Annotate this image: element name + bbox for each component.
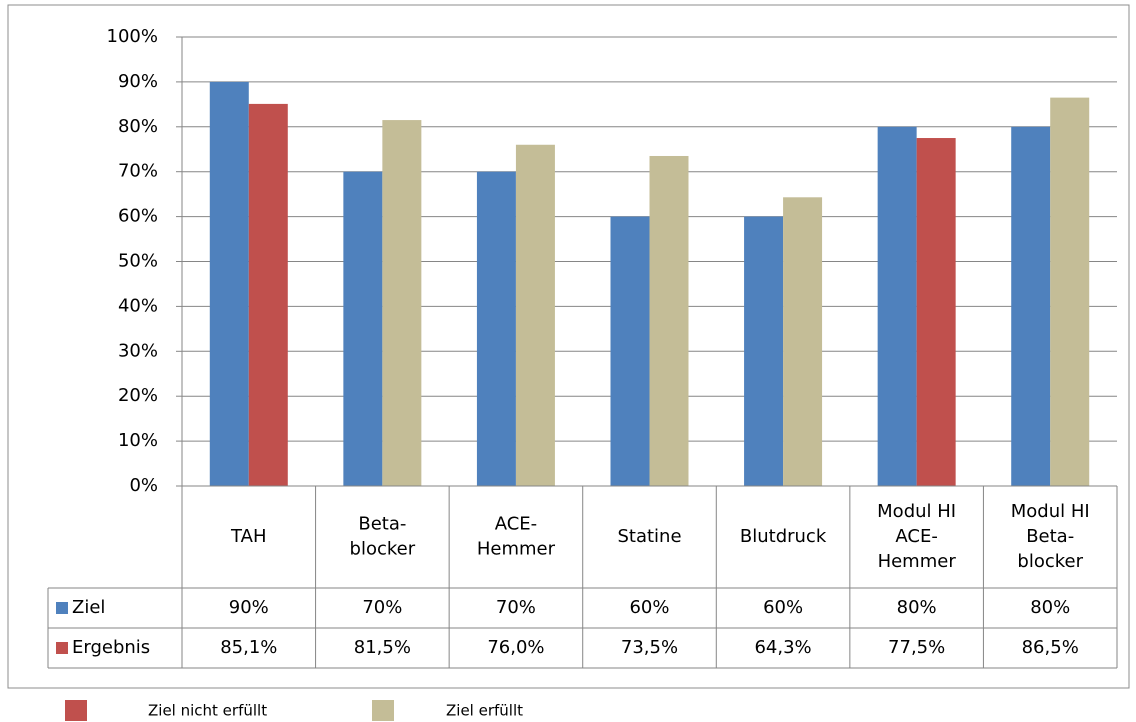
x-tick-label: Statine bbox=[617, 526, 681, 547]
data-label: 85,1% bbox=[220, 637, 277, 658]
legend-label: Ziel bbox=[72, 597, 105, 618]
chart-border bbox=[7, 4, 1130, 689]
bar bbox=[248, 103, 288, 486]
bar bbox=[649, 155, 689, 487]
legend-swatch bbox=[56, 642, 68, 654]
data-label: 90% bbox=[229, 597, 269, 618]
bar bbox=[476, 171, 516, 486]
y-tick-label: 50% bbox=[118, 251, 158, 272]
data-label: 60% bbox=[763, 597, 803, 618]
x-tick-label: Beta- bbox=[358, 514, 406, 535]
status-legend-label: Ziel nicht erfüllt bbox=[148, 702, 267, 720]
data-label: 70% bbox=[496, 597, 536, 618]
y-tick-label: 30% bbox=[118, 340, 158, 361]
x-tick-label: ACE- bbox=[495, 514, 537, 535]
status-legend-swatch bbox=[65, 700, 87, 721]
data-label: 81,5% bbox=[354, 637, 411, 658]
bar bbox=[515, 144, 555, 486]
y-tick-label: 100% bbox=[107, 26, 158, 47]
x-tick-label: Modul HI bbox=[877, 501, 956, 522]
bar bbox=[382, 120, 422, 486]
y-tick-label: 90% bbox=[118, 71, 158, 92]
data-label: 86,5% bbox=[1022, 637, 1079, 658]
data-label: 64,3% bbox=[754, 637, 811, 658]
data-label: 73,5% bbox=[621, 637, 678, 658]
y-tick-label: 20% bbox=[118, 385, 158, 406]
bar bbox=[1050, 97, 1090, 487]
x-tick-label: Beta- bbox=[1026, 526, 1074, 547]
x-tick-label: Hemmer bbox=[477, 539, 556, 560]
data-label: 77,5% bbox=[888, 637, 945, 658]
legend-swatch bbox=[56, 602, 68, 614]
x-tick-label: Blutdruck bbox=[740, 526, 827, 547]
bar bbox=[1011, 126, 1051, 487]
bar bbox=[209, 81, 249, 487]
y-tick-label: 60% bbox=[118, 206, 158, 227]
bar bbox=[343, 171, 383, 486]
y-tick-label: 80% bbox=[118, 116, 158, 137]
y-tick-label: 10% bbox=[118, 430, 158, 451]
status-legend-label: Ziel erfüllt bbox=[446, 702, 523, 720]
data-label: 60% bbox=[629, 597, 669, 618]
x-tick-label: blocker bbox=[350, 539, 416, 560]
bar bbox=[916, 138, 956, 486]
data-label: 80% bbox=[897, 597, 937, 618]
x-tick-label: TAH bbox=[230, 526, 266, 547]
legend-label: Ergebnis bbox=[72, 637, 150, 658]
bar bbox=[744, 216, 784, 486]
bar bbox=[610, 216, 650, 486]
status-legend-swatch bbox=[372, 700, 394, 721]
data-label: 76,0% bbox=[487, 637, 544, 658]
x-tick-label: ACE- bbox=[895, 526, 937, 547]
bar bbox=[877, 126, 917, 487]
y-tick-label: 40% bbox=[118, 295, 158, 316]
y-tick-label: 70% bbox=[118, 161, 158, 182]
x-tick-label: blocker bbox=[1017, 551, 1083, 572]
bar bbox=[783, 197, 823, 486]
y-tick-label: 0% bbox=[129, 475, 158, 496]
data-label: 80% bbox=[1030, 597, 1070, 618]
x-tick-label: Modul HI bbox=[1011, 501, 1090, 522]
data-label: 70% bbox=[362, 597, 402, 618]
x-tick-label: Hemmer bbox=[878, 551, 957, 572]
